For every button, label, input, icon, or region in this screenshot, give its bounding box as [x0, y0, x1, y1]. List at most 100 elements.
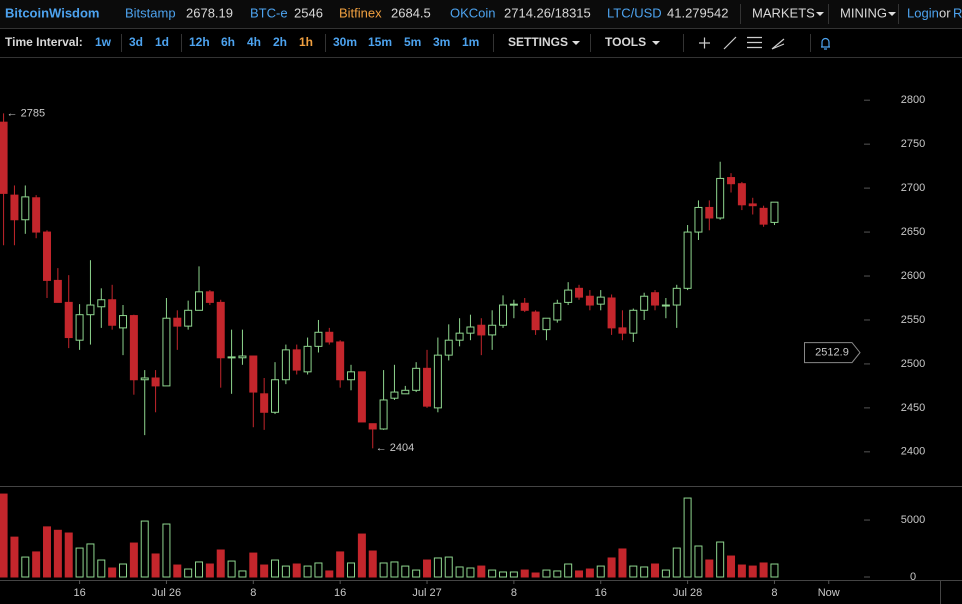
volume-bar [488, 569, 497, 578]
candle-body [21, 196, 30, 221]
candle-body [271, 379, 280, 413]
candle-body [379, 399, 388, 430]
volume-bar [368, 550, 377, 578]
y-tick-label: 2450 [901, 402, 925, 414]
login-link[interactable]: Login [907, 5, 939, 20]
interval-option[interactable]: 12h [189, 35, 210, 49]
x-tick-label: Jul 27 [412, 587, 441, 599]
ticker-name[interactable]: BTC-e [250, 5, 288, 20]
candle-body [618, 327, 627, 334]
volume-bar [64, 532, 73, 578]
candle-body [53, 279, 62, 303]
candle-body [368, 423, 377, 430]
candle-body [140, 377, 149, 381]
candle-body [292, 349, 301, 371]
volume-bar [86, 543, 95, 578]
menu[interactable]: MARKETS [752, 5, 815, 20]
volume-bar [444, 556, 453, 578]
volume-bar [173, 564, 182, 578]
intervals: 1w 3d 1d 12h 6h 4h 2h 1h 30m 15m 5m 3m 1m [95, 35, 479, 49]
ticker-name[interactable]: OKCoin [450, 5, 496, 20]
candle-body [75, 314, 84, 341]
ticker-price: 2684.5 [391, 5, 431, 20]
menu[interactable]: MINING [840, 5, 887, 20]
volume-bar [401, 565, 410, 578]
interval-option[interactable]: 6h [221, 35, 235, 49]
interval-option[interactable]: 3m [433, 35, 450, 49]
volume-bar [694, 545, 703, 578]
candle-body [455, 332, 464, 341]
dropdown-arrow [652, 41, 660, 45]
candle-body [477, 324, 486, 336]
volume-bar [184, 568, 193, 578]
volume-bar [271, 559, 280, 578]
candle-body [596, 296, 605, 305]
x-tick-label: 16 [334, 587, 346, 599]
volume-bar [705, 559, 714, 578]
interval-option[interactable]: 1d [155, 35, 169, 49]
candle-body [64, 301, 73, 339]
volume-bar [357, 533, 366, 578]
candle-body [466, 326, 475, 334]
candle-body [108, 299, 117, 326]
candle-body [347, 371, 356, 381]
volume-bar [303, 565, 312, 578]
tool-icons[interactable] [699, 36, 830, 50]
volume-bar [108, 567, 117, 578]
volume-bar [205, 563, 214, 578]
x-tick-label: 8 [771, 587, 777, 599]
volume-bar [553, 570, 562, 578]
candle-body [32, 197, 41, 233]
ticker-name[interactable]: Bitstamp [125, 5, 176, 20]
volume-bar [618, 548, 627, 578]
candle-body [705, 206, 714, 219]
interval-label: Time Interval: [5, 35, 83, 49]
volume-tick-label: 5000 [901, 514, 925, 526]
dropdown-arrow [816, 12, 824, 16]
candle-body [10, 194, 19, 221]
x-tick-label: 8 [250, 587, 256, 599]
candle-body [444, 339, 453, 356]
candle-body [97, 299, 106, 308]
candle-body [488, 324, 497, 336]
volume-bar [129, 542, 138, 578]
interval-option[interactable]: 15m [368, 35, 392, 49]
interval-option[interactable]: 1w [95, 35, 112, 49]
interval-option[interactable]: 30m [333, 35, 357, 49]
volume-bar [260, 564, 269, 578]
interval-option[interactable]: 5m [404, 35, 421, 49]
candle-body [390, 391, 399, 399]
settings-menu[interactable]: SETTINGS [508, 35, 568, 49]
interval-option[interactable]: 1m [462, 35, 479, 49]
volume-bar [227, 560, 236, 578]
ticker-price: 41.279542 [667, 5, 728, 20]
volume-bar [770, 563, 779, 578]
candle-body [173, 317, 182, 327]
tools-menu[interactable]: TOOLS [605, 35, 646, 49]
interval-option[interactable]: 4h [247, 35, 261, 49]
interval-option[interactable]: 2h [273, 35, 287, 49]
volume-bar [455, 566, 464, 578]
volume-bar [683, 497, 692, 578]
candle-body [0, 121, 8, 194]
extreme-label: ← 2785 [7, 107, 46, 119]
ticker-price: 2546 [294, 5, 323, 20]
volume-bar [520, 569, 529, 578]
extreme-label: ← 2404 [376, 442, 415, 454]
candle-body [520, 302, 529, 311]
ticker-name[interactable]: Bitfinex [339, 5, 382, 20]
volume-bar [542, 569, 551, 578]
candle-body [553, 302, 562, 321]
x-tick-label: 16 [595, 587, 607, 599]
register-link[interactable]: R [953, 5, 962, 20]
brand[interactable]: BitcoinWisdom [5, 5, 100, 20]
ticker-name[interactable]: LTC/USD [607, 5, 662, 20]
volume-bar [21, 556, 30, 578]
volume-bar [433, 557, 442, 578]
candle-body [249, 355, 258, 393]
interval-option[interactable]: 1h [299, 35, 313, 49]
candle-body [499, 304, 508, 326]
interval-option[interactable]: 3d [129, 35, 143, 49]
